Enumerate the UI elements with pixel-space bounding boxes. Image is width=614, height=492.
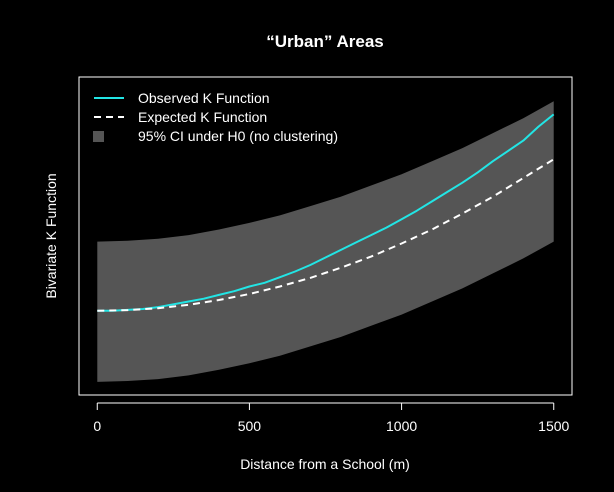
legend-expected-label: Expected K Function: [138, 109, 267, 125]
observed-k-line: [97, 113, 555, 312]
ci-band: [97, 101, 554, 382]
legend-ci-swatch: [93, 131, 104, 142]
x-tick-label: 1500: [538, 418, 569, 434]
legend-observed-label: Observed K Function: [138, 90, 270, 106]
plot-frame: [78, 76, 573, 396]
x-tick-label: 0: [93, 418, 101, 434]
expected-k-line: [97, 158, 555, 312]
plot-layer: [97, 101, 555, 382]
y-axis-label: Bivariate K Function: [43, 173, 59, 298]
legend-ci-label: 95% CI under H0 (no clustering): [138, 128, 338, 144]
x-axis: 0 500 1000 1500: [93, 402, 570, 434]
x-tick-label: 1000: [386, 418, 417, 434]
chart-title: “Urban” Areas: [266, 32, 383, 51]
legend: Observed K Function Expected K Function …: [93, 90, 338, 144]
x-tick-label: 500: [238, 418, 262, 434]
x-axis-label: Distance from a School (m): [240, 456, 410, 472]
